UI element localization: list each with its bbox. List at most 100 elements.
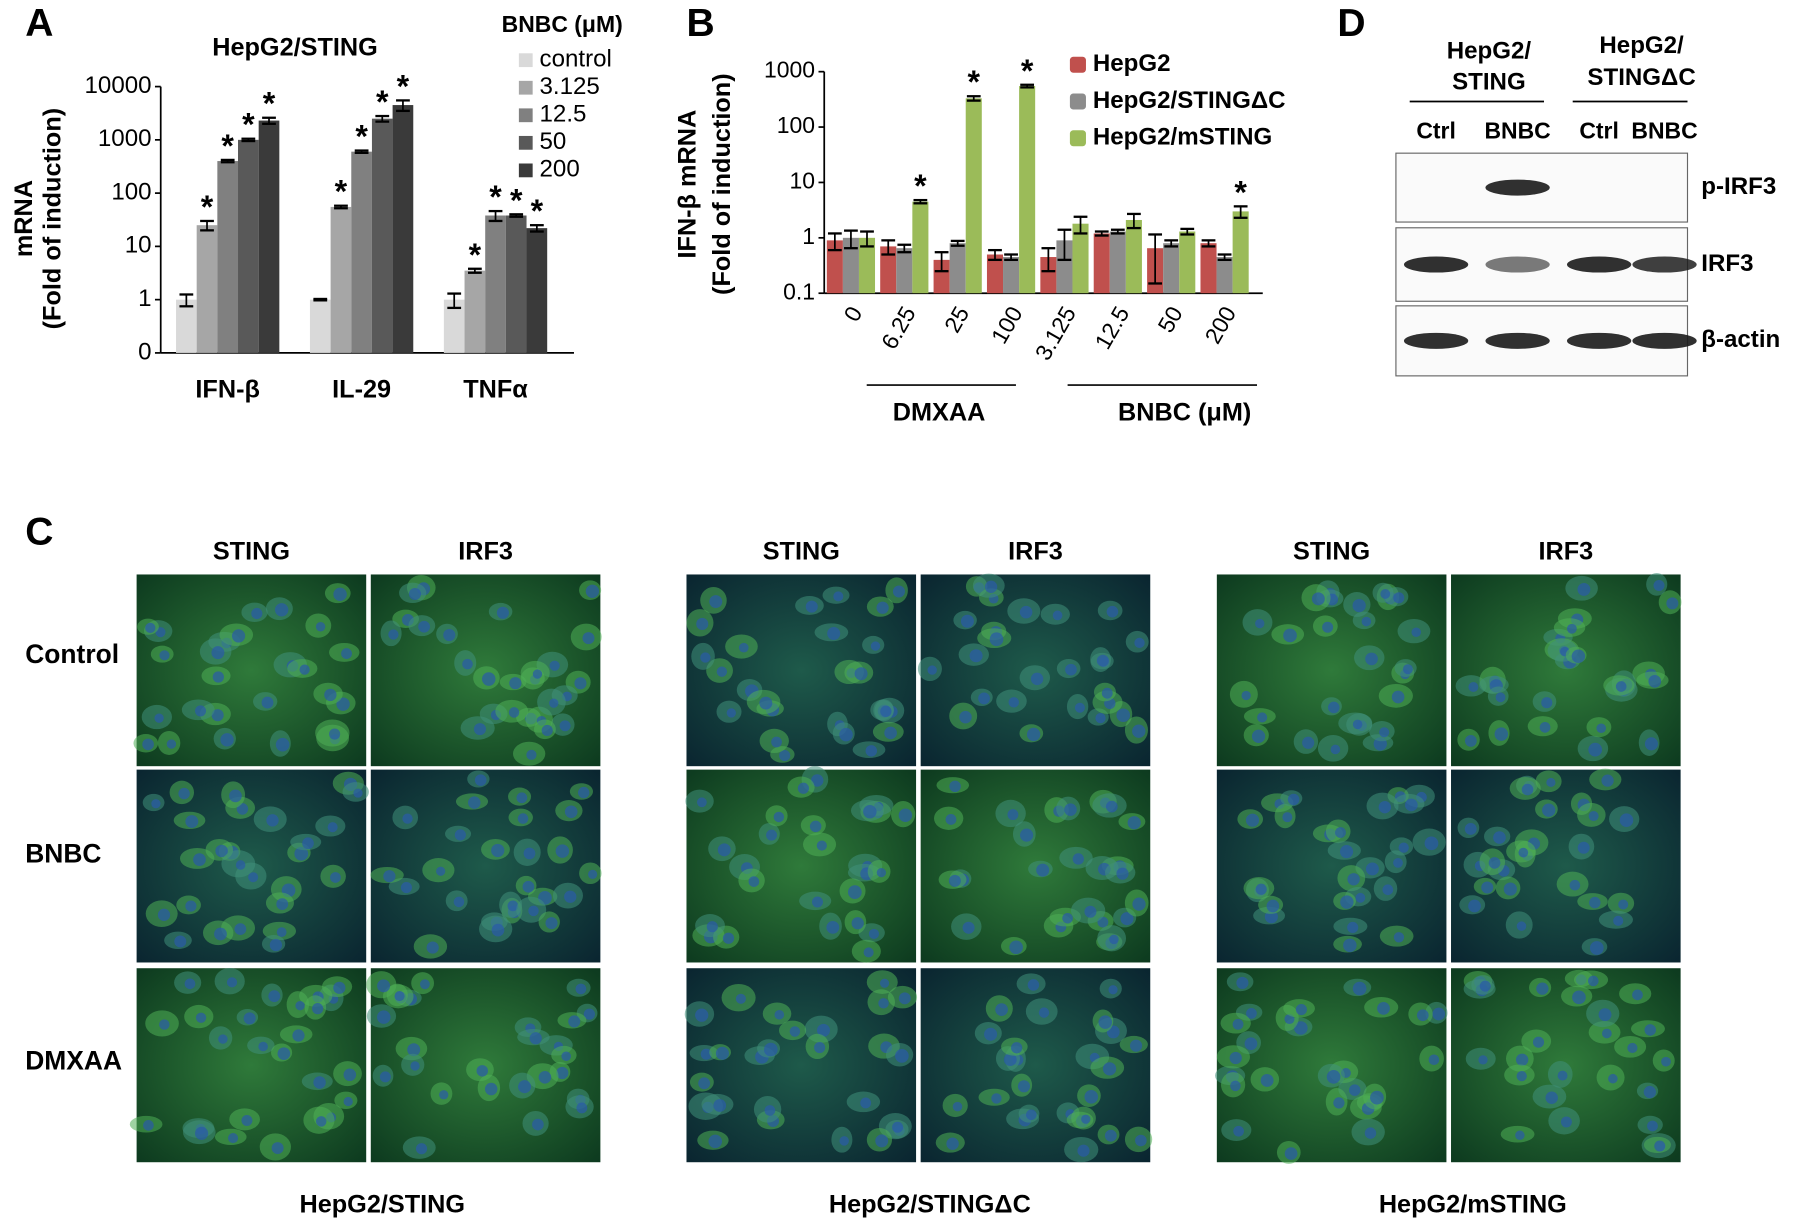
nucleus xyxy=(1588,811,1599,822)
nucleus xyxy=(1230,1080,1241,1092)
nucleus xyxy=(195,1012,207,1023)
nucleus xyxy=(333,981,346,994)
bar xyxy=(1093,233,1110,294)
nucleus xyxy=(302,837,314,850)
nucleus xyxy=(419,979,430,990)
nucleus xyxy=(709,595,723,609)
nucleus xyxy=(1405,798,1418,812)
nucleus xyxy=(839,727,853,742)
panel-letter: A xyxy=(25,2,53,45)
bar xyxy=(1072,223,1089,294)
nucleus xyxy=(248,872,259,883)
nucleus xyxy=(394,991,405,1002)
x-tick-label: TNFα xyxy=(463,375,528,403)
nucleus xyxy=(462,658,473,670)
nucleus xyxy=(276,898,289,910)
nucleus xyxy=(436,866,446,876)
error-bar xyxy=(881,239,896,256)
legend-label: HepG2/mSTING xyxy=(1093,124,1272,151)
bar xyxy=(858,237,876,294)
nucleus xyxy=(764,1105,776,1116)
legend-swatch xyxy=(1069,130,1086,147)
nucleus xyxy=(1084,1090,1099,1104)
nucleus xyxy=(1411,627,1422,638)
nucleus xyxy=(1246,1008,1257,1019)
nucleus xyxy=(1098,1015,1112,1029)
nucleus xyxy=(426,941,439,954)
nucleus xyxy=(1644,1024,1657,1036)
bar xyxy=(1003,257,1020,294)
nucleus xyxy=(1101,687,1113,699)
nucleus xyxy=(738,642,749,653)
nucleus xyxy=(564,805,578,819)
nucleus xyxy=(1588,742,1603,757)
nucleus xyxy=(773,811,785,823)
error-bar xyxy=(1057,228,1072,262)
nucleus xyxy=(1347,873,1360,886)
chart-title: HepG2/STING xyxy=(212,33,378,61)
nucleus xyxy=(1493,831,1506,844)
bar xyxy=(1232,211,1249,294)
bar xyxy=(965,98,982,294)
y-tick-label: 0.1 xyxy=(783,278,815,304)
nucleus xyxy=(241,1115,253,1126)
nucleus xyxy=(948,874,961,887)
error-bar xyxy=(179,293,194,308)
x-tick-label: 50 xyxy=(1152,302,1187,337)
nucleus xyxy=(1468,682,1479,692)
nucleus xyxy=(330,872,341,883)
nucleus xyxy=(722,932,735,944)
bar xyxy=(351,151,372,353)
nucleus xyxy=(1557,1070,1568,1081)
nucleus xyxy=(771,736,782,748)
nucleus xyxy=(549,660,560,671)
nucleus xyxy=(271,1142,284,1155)
nucleus xyxy=(185,815,199,828)
legend-label: HepG2 xyxy=(1093,50,1171,77)
nucleus xyxy=(1074,702,1085,713)
nucleus xyxy=(1632,989,1643,1001)
nucleus xyxy=(211,646,225,660)
nucleus xyxy=(1266,899,1280,913)
nucleus xyxy=(523,847,536,860)
bar xyxy=(330,206,352,353)
legend-label: 12.5 xyxy=(540,101,587,128)
row-label: BNBC xyxy=(25,839,101,869)
error-bar xyxy=(334,204,348,210)
nucleus xyxy=(236,803,249,815)
nucleus xyxy=(388,629,399,640)
nucleus xyxy=(315,622,326,632)
nucleus xyxy=(1503,882,1517,896)
x-tick-label: 6.25 xyxy=(876,302,921,354)
nucleus xyxy=(945,814,957,825)
column-header: STING xyxy=(213,537,290,565)
nucleus xyxy=(211,709,224,722)
nucleus xyxy=(817,1023,830,1037)
nucleus xyxy=(454,829,466,841)
bar xyxy=(505,215,527,353)
nucleus xyxy=(1352,719,1363,730)
row-label: IRF3 xyxy=(1701,250,1753,277)
x-tick-label: 100 xyxy=(986,302,1028,348)
nucleus xyxy=(532,669,543,679)
nucleus xyxy=(1232,1018,1244,1030)
error-bar xyxy=(1201,239,1216,248)
bar xyxy=(258,120,280,353)
legend-swatch xyxy=(518,108,533,123)
nucleus xyxy=(1364,1127,1377,1139)
nucleus xyxy=(1229,1051,1242,1065)
lane-label: Ctrl xyxy=(1579,118,1619,144)
error-bar xyxy=(488,209,503,223)
nucleus xyxy=(716,666,728,677)
y-tick-label: 1 xyxy=(138,285,151,312)
nucleus xyxy=(1615,681,1627,692)
bar xyxy=(371,118,393,353)
nucleus xyxy=(574,677,587,690)
nucleus xyxy=(295,1000,305,1011)
blot-band xyxy=(1485,256,1550,273)
nucleus xyxy=(212,671,224,683)
nucleus xyxy=(1072,853,1084,865)
significance-mark: * xyxy=(1021,53,1034,89)
error-bar xyxy=(897,243,912,254)
nucleus xyxy=(1284,1147,1298,1160)
